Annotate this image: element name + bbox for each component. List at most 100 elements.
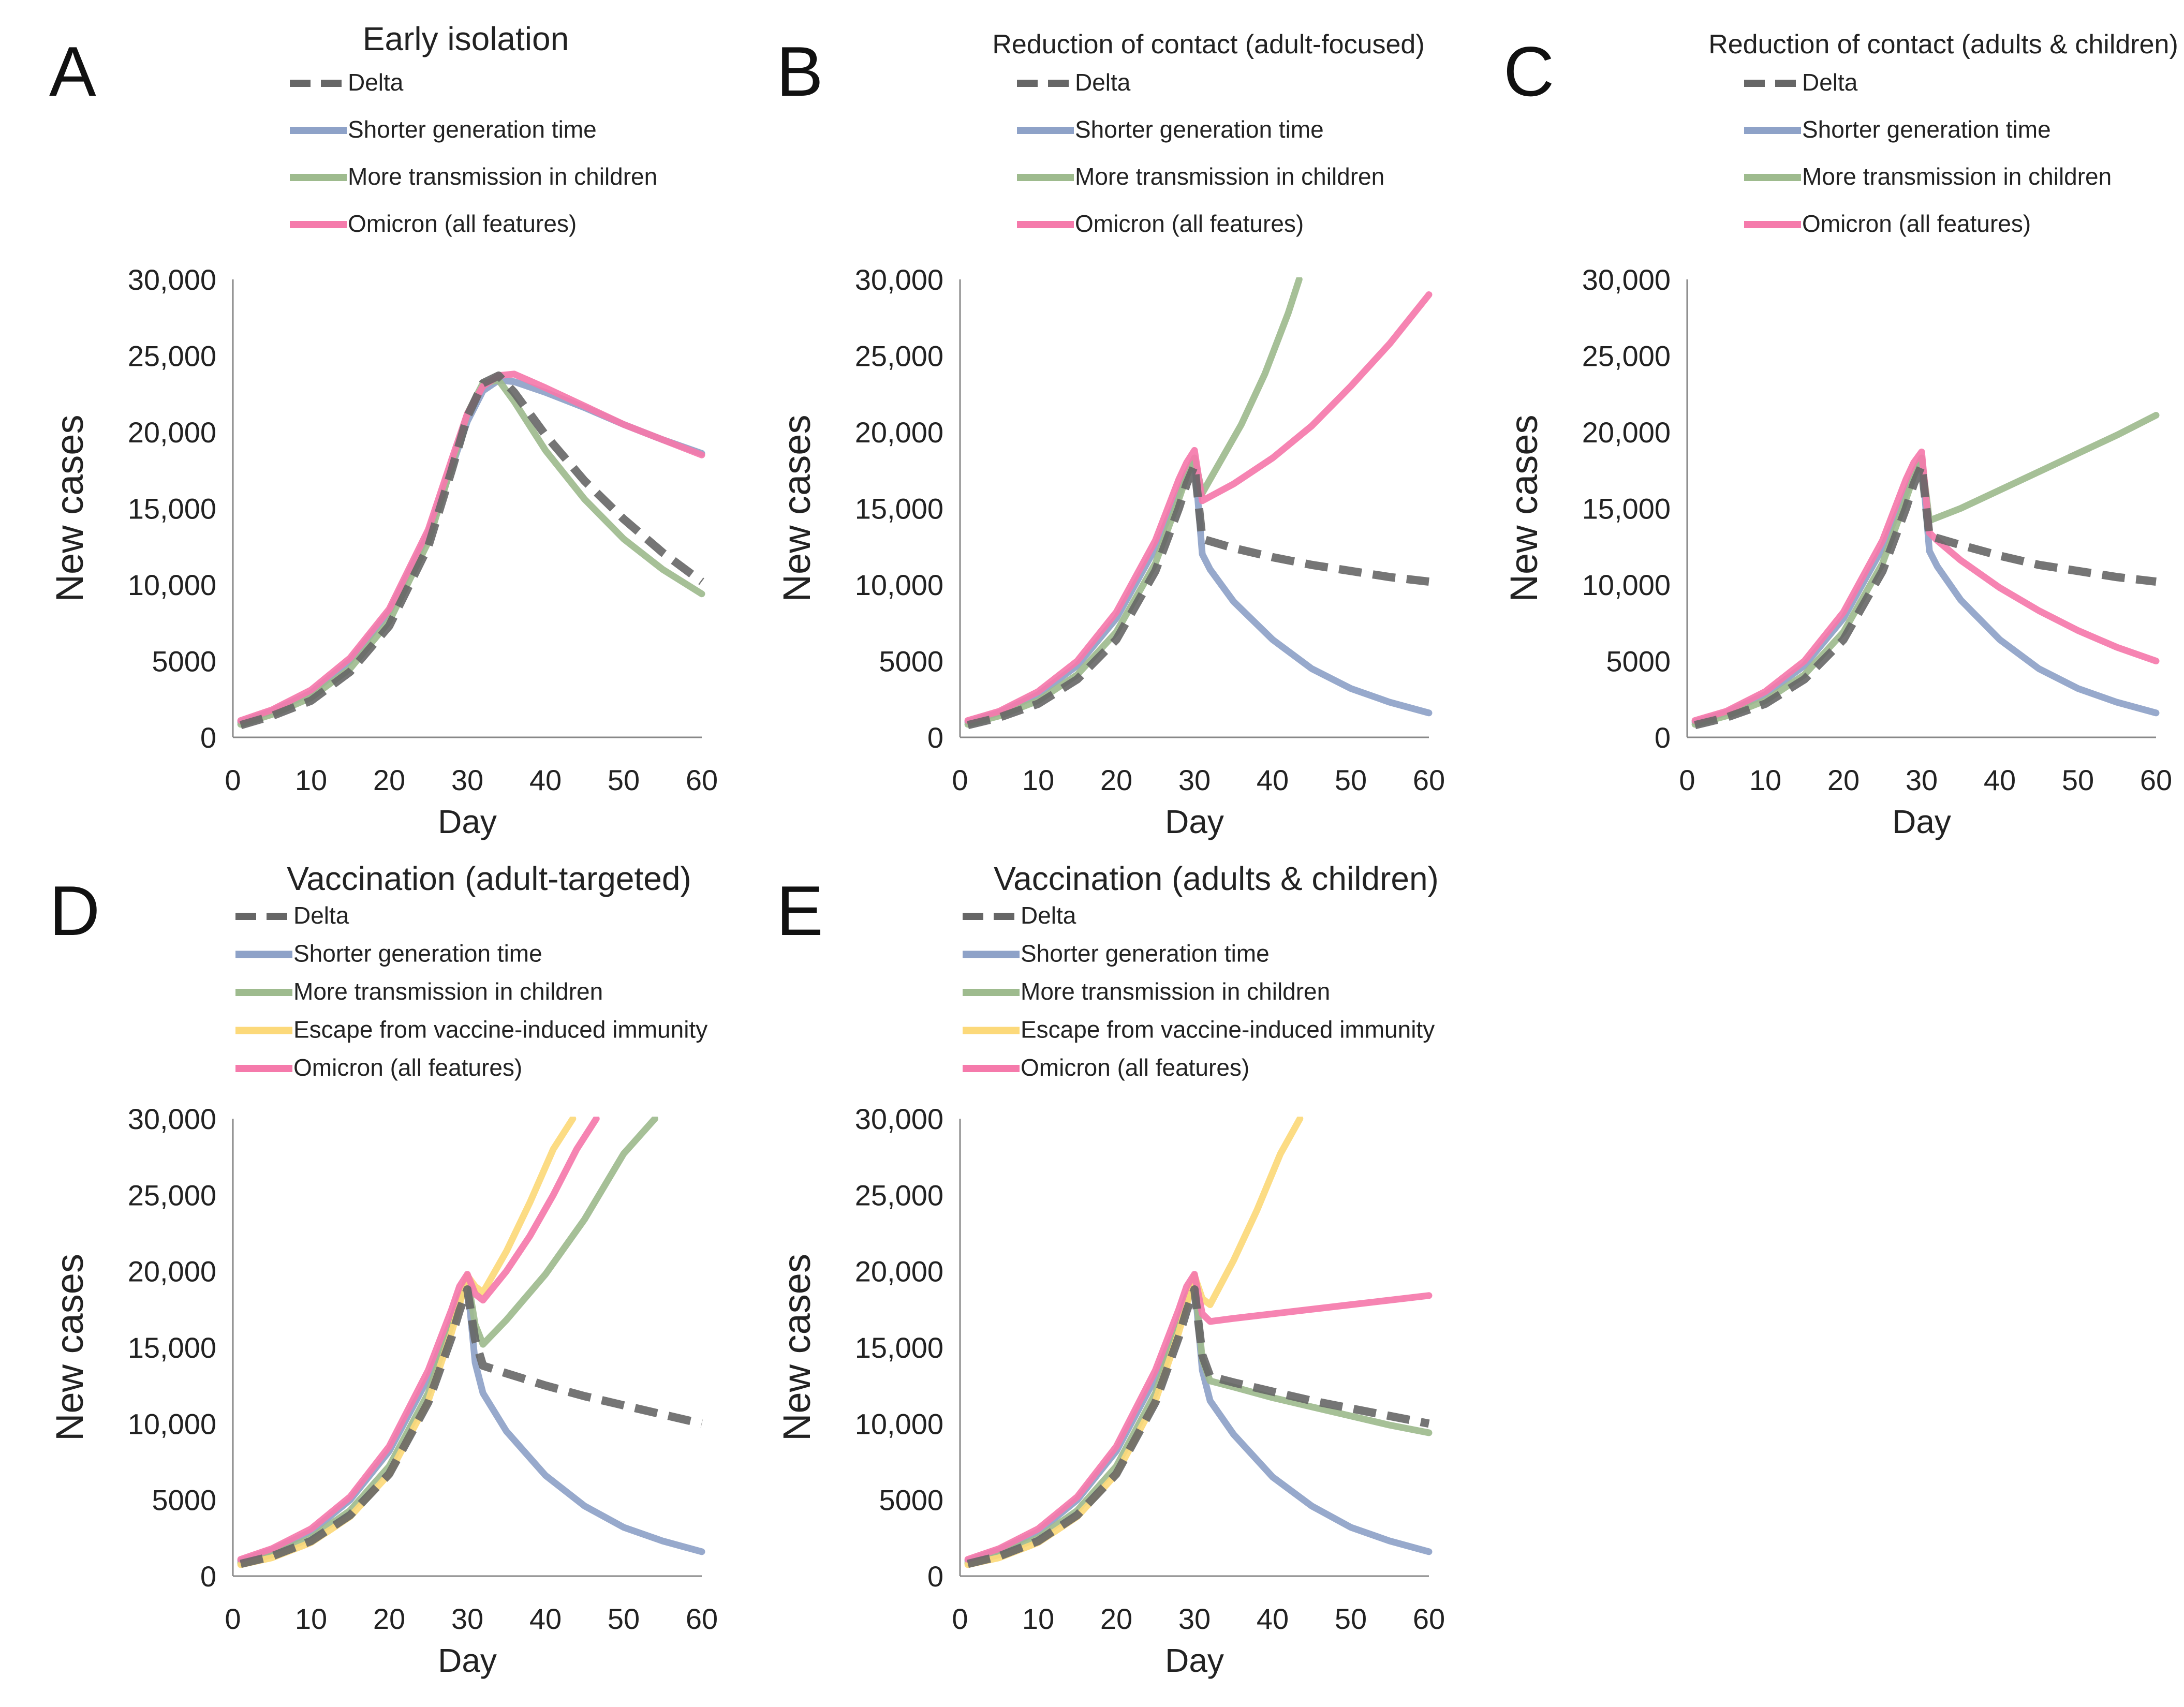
y-tick-label: 0 bbox=[927, 721, 943, 754]
panel-d: D Vaccination (adult-targeted) Delta Shorte… bbox=[48, 860, 718, 1679]
series-line-escape bbox=[964, 1117, 1304, 1568]
series-line-omicron bbox=[237, 1117, 600, 1563]
x-axis-title: Day bbox=[1165, 1642, 1224, 1679]
legend-label: Shorter generation time bbox=[293, 940, 542, 967]
y-tick-label: 0 bbox=[1655, 721, 1671, 754]
legend-label: Delta bbox=[1802, 69, 1858, 96]
legend-label: Delta bbox=[1075, 69, 1131, 96]
y-tick-label: 20,000 bbox=[855, 1255, 943, 1288]
y-tick-label: 10,000 bbox=[128, 569, 216, 601]
series-line-omicron bbox=[964, 1271, 1433, 1563]
legend-label: Omicron (all features) bbox=[293, 1054, 522, 1081]
legend-label: Escape from vaccine-induced immunity bbox=[293, 1016, 707, 1043]
legend-label: Delta bbox=[348, 69, 404, 96]
x-tick-label: 20 bbox=[373, 764, 405, 796]
panel-a: A Early isolation Delta Shorter generation … bbox=[48, 20, 718, 840]
chart-title: Early isolation bbox=[363, 20, 569, 57]
series-line-delta bbox=[240, 1285, 703, 1568]
x-tick-label: 50 bbox=[1335, 764, 1367, 796]
x-tick-label: 20 bbox=[373, 1602, 405, 1635]
x-tick-label: 30 bbox=[1906, 764, 1938, 796]
y-tick-label: 15,000 bbox=[855, 1331, 943, 1364]
y-tick-label: 5000 bbox=[879, 645, 943, 678]
x-tick-label: 60 bbox=[686, 764, 718, 796]
y-tick-label: 25,000 bbox=[1582, 340, 1671, 373]
x-tick-label: 0 bbox=[952, 764, 968, 796]
legend-label: Shorter generation time bbox=[1021, 940, 1270, 967]
y-tick-label: 5000 bbox=[152, 1484, 216, 1517]
x-tick-label: 10 bbox=[1749, 764, 1781, 796]
y-tick-label: 5000 bbox=[1606, 645, 1671, 678]
series-line-delta bbox=[239, 371, 704, 730]
x-tick-label: 10 bbox=[1022, 764, 1054, 796]
y-tick-label: 15,000 bbox=[128, 1331, 216, 1364]
legend-label: Shorter generation time bbox=[1075, 116, 1324, 143]
y-tick-label: 30,000 bbox=[855, 263, 943, 296]
y-tick-label: 25,000 bbox=[128, 1179, 216, 1211]
y-tick-label: 10,000 bbox=[128, 1407, 216, 1440]
x-tick-label: 0 bbox=[1679, 764, 1695, 796]
y-axis-title: New cases bbox=[48, 415, 91, 602]
y-tick-label: 25,000 bbox=[855, 1179, 943, 1211]
panel-b: B Reduction of contact (adult-focused) Del… bbox=[775, 29, 1445, 840]
panel-letter: D bbox=[49, 871, 100, 950]
y-tick-label: 30,000 bbox=[1582, 263, 1671, 296]
x-tick-label: 50 bbox=[608, 1602, 640, 1635]
x-tick-label: 50 bbox=[2062, 764, 2094, 796]
x-axis-title: Day bbox=[1892, 803, 1951, 840]
y-tick-label: 30,000 bbox=[855, 1103, 943, 1135]
x-tick-label: 30 bbox=[451, 1602, 483, 1635]
x-tick-label: 40 bbox=[1257, 1602, 1289, 1635]
series-line-children bbox=[964, 277, 1303, 728]
x-tick-label: 10 bbox=[295, 1602, 327, 1635]
y-tick-label: 20,000 bbox=[1582, 416, 1671, 449]
x-tick-label: 50 bbox=[1335, 1602, 1367, 1635]
x-tick-label: 30 bbox=[1178, 764, 1211, 796]
legend-label: Shorter generation time bbox=[1802, 116, 2051, 143]
legend-label: Shorter generation time bbox=[348, 116, 597, 143]
panel-c: C Reduction of contact (adults & children… bbox=[1502, 29, 2178, 840]
x-tick-label: 10 bbox=[295, 764, 327, 796]
legend-label: More transmission in children bbox=[1075, 163, 1384, 190]
y-tick-label: 15,000 bbox=[128, 493, 216, 525]
x-tick-label: 20 bbox=[1100, 1602, 1132, 1635]
legend-label: Escape from vaccine-induced immunity bbox=[1021, 1016, 1435, 1043]
x-tick-label: 30 bbox=[451, 764, 483, 796]
y-tick-label: 10,000 bbox=[855, 569, 943, 601]
y-tick-label: 5000 bbox=[879, 1484, 943, 1517]
y-tick-label: 0 bbox=[927, 1560, 943, 1593]
panel-letter: C bbox=[1503, 32, 1554, 111]
series-line-omicron bbox=[964, 291, 1433, 724]
y-axis-title: New cases bbox=[1502, 415, 1545, 602]
y-tick-label: 25,000 bbox=[855, 340, 943, 373]
y-tick-label: 30,000 bbox=[128, 263, 216, 296]
chart-title: Reduction of contact (adults & children) bbox=[1708, 29, 2178, 60]
chart-title: Vaccination (adults & children) bbox=[994, 860, 1439, 897]
panel-e: E Vaccination (adults & children) Delta Sho… bbox=[775, 860, 1445, 1679]
x-axis-title: Day bbox=[438, 1642, 497, 1679]
panel-letter: B bbox=[776, 32, 823, 111]
legend-label: Delta bbox=[293, 902, 349, 929]
x-tick-label: 30 bbox=[1178, 1602, 1211, 1635]
y-axis-title: New cases bbox=[775, 1254, 818, 1441]
y-axis-title: New cases bbox=[775, 415, 818, 602]
legend-label: Omicron (all features) bbox=[1802, 210, 2031, 237]
chart-title: Vaccination (adult-targeted) bbox=[287, 860, 691, 897]
y-tick-label: 30,000 bbox=[128, 1103, 216, 1135]
x-tick-label: 10 bbox=[1022, 1602, 1054, 1635]
x-tick-label: 60 bbox=[1413, 764, 1445, 796]
y-tick-label: 20,000 bbox=[128, 1255, 216, 1288]
x-tick-label: 40 bbox=[1984, 764, 2016, 796]
series-line-escape bbox=[237, 1117, 577, 1568]
x-tick-label: 0 bbox=[952, 1602, 968, 1635]
x-tick-label: 0 bbox=[225, 1602, 241, 1635]
legend-label: More transmission in children bbox=[348, 163, 657, 190]
y-tick-label: 10,000 bbox=[855, 1407, 943, 1440]
series-line-shorter bbox=[964, 454, 1433, 725]
series-line-children bbox=[237, 377, 705, 728]
series-line-delta bbox=[967, 461, 1429, 730]
y-tick-label: 10,000 bbox=[1582, 569, 1671, 601]
y-tick-label: 20,000 bbox=[855, 416, 943, 449]
y-tick-label: 15,000 bbox=[855, 493, 943, 525]
